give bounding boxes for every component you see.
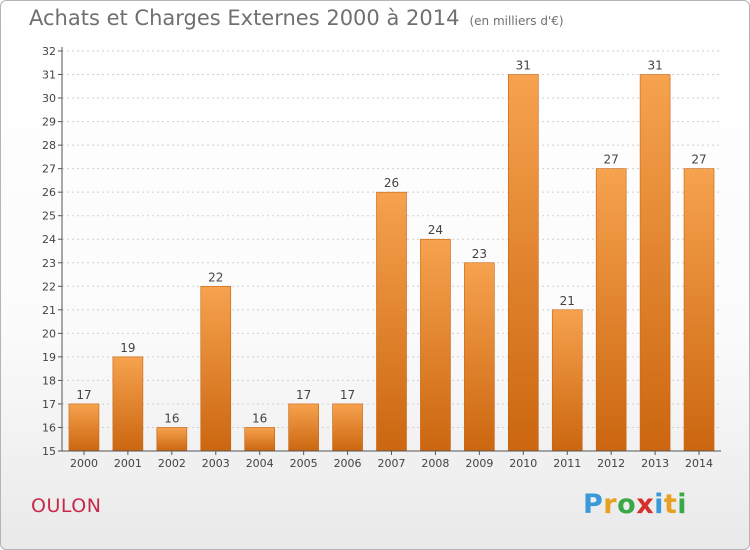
data-label: 19 [120, 341, 135, 355]
y-tick-label: 23 [42, 257, 56, 270]
title-area: Achats et Charges Externes 2000 à 2014 (e… [29, 6, 564, 30]
data-label: 17 [340, 388, 355, 402]
data-label: 17 [76, 388, 91, 402]
logo-letter: P [583, 489, 604, 520]
y-tick-label: 17 [42, 398, 56, 411]
x-tick-label: 2011 [553, 457, 581, 470]
x-tick-label: 2014 [685, 457, 713, 470]
y-tick-label: 32 [42, 45, 56, 58]
x-tick-label: 2003 [202, 457, 230, 470]
data-label: 23 [472, 247, 487, 261]
data-label: 16 [252, 411, 267, 425]
logo-letter: x [636, 489, 655, 520]
bar-2005 [288, 403, 319, 452]
y-tick-label: 29 [42, 116, 56, 129]
x-tick-label: 2002 [158, 457, 186, 470]
y-tick-label: 16 [42, 421, 56, 434]
logo-letter: r [603, 489, 618, 520]
data-label: 31 [516, 59, 531, 73]
bar-2002 [156, 427, 188, 452]
bar-2010 [507, 74, 539, 452]
axes: 15 16 17 18 19 20 21 22 23 24 25 26 27 28 29 30 31 32 2000… [42, 45, 721, 470]
data-label: 17 [296, 388, 311, 402]
logo-letter: i [677, 489, 688, 520]
y-tick-label: 25 [42, 210, 56, 223]
x-tick-label: 2012 [597, 457, 625, 470]
x-tick-label: 2008 [421, 457, 449, 470]
x-tick-label: 2010 [509, 457, 537, 470]
y-tick-label: 20 [42, 327, 56, 340]
proxiti-logo: Proxiti [583, 489, 687, 520]
y-tick-label: 19 [42, 351, 56, 364]
x-tick-label: 2007 [378, 457, 406, 470]
x-tick-label: 2001 [114, 457, 142, 470]
y-tick-label: 26 [42, 186, 56, 199]
bar-2000 [68, 403, 100, 452]
x-tick-label: 2006 [334, 457, 362, 470]
data-label: 26 [384, 176, 399, 190]
bar-2008 [420, 238, 451, 452]
y-tick-label: 22 [42, 280, 56, 293]
data-label: 22 [208, 270, 223, 284]
data-label: 31 [647, 59, 662, 73]
bar-2001 [112, 356, 144, 452]
logo-letter: t [663, 489, 678, 520]
bar-2013 [639, 74, 671, 452]
data-label: 21 [560, 294, 575, 308]
x-tick-label: 2000 [70, 457, 98, 470]
y-tick-label: 21 [42, 304, 56, 317]
chart-unit: (en milliers d'€) [469, 14, 564, 28]
y-tick-label: 24 [42, 233, 56, 246]
logo-letter: o [617, 489, 637, 520]
bar-2014 [683, 168, 715, 452]
bars: 17 19 16 22 16 17 17 26 24 23 31 21 27 31 27 [68, 59, 715, 452]
bar-2007 [376, 191, 407, 452]
y-tick-label: 28 [42, 139, 56, 152]
x-tick-label: 2004 [246, 457, 274, 470]
bar-2011 [551, 309, 583, 452]
y-tick-label: 18 [42, 374, 56, 387]
data-label: 24 [428, 223, 443, 237]
y-tick-label: 30 [42, 92, 56, 105]
bar-2004 [244, 427, 275, 452]
x-tick-label: 2005 [290, 457, 318, 470]
x-tick-label: 2013 [641, 457, 669, 470]
place-name: OULON [31, 495, 102, 517]
data-label: 16 [164, 411, 179, 425]
chart-title: Achats et Charges Externes 2000 à 2014 [29, 6, 460, 30]
data-label: 27 [691, 153, 706, 167]
y-tick-label: 15 [42, 445, 56, 458]
logo-letter: i [654, 489, 664, 520]
y-tick-label: 31 [42, 69, 56, 82]
bar-2012 [595, 168, 627, 452]
bar-2009 [464, 262, 495, 452]
bar-2003 [200, 285, 232, 452]
bar-2006 [332, 403, 363, 452]
y-tick-label: 27 [42, 163, 56, 176]
x-tick-label: 2009 [465, 457, 493, 470]
data-label: 27 [604, 153, 619, 167]
